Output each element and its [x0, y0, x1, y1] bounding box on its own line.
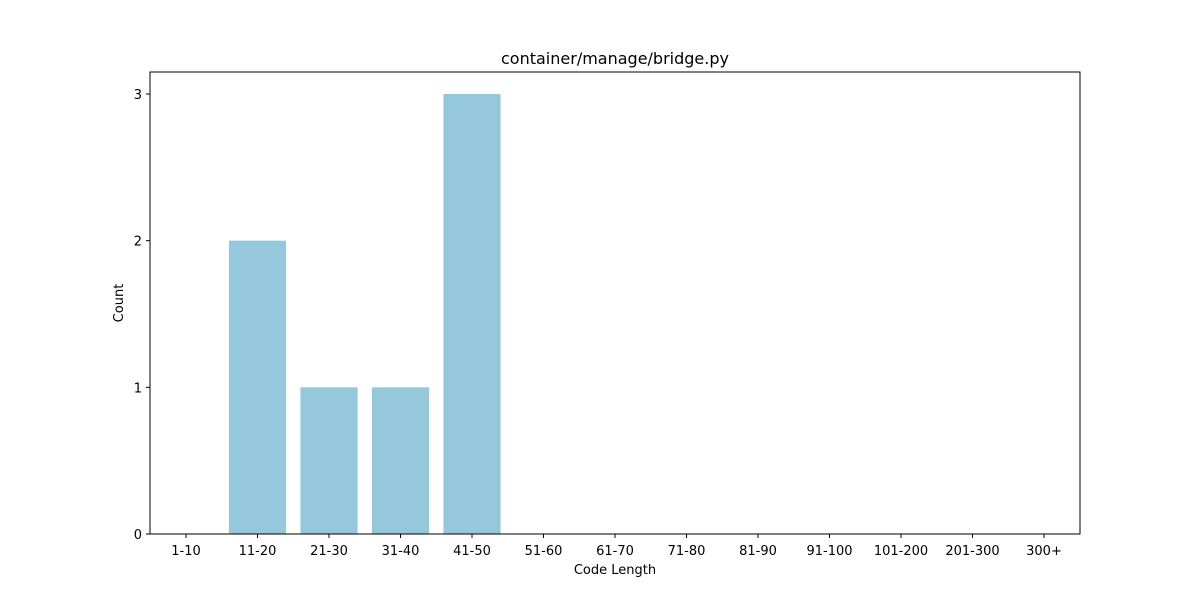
y-tick-label: 2 — [134, 235, 142, 250]
y-tick-label: 0 — [134, 528, 142, 543]
x-tick-label: 91-100 — [806, 544, 852, 559]
plot-frame — [149, 71, 1081, 535]
bar-11-20 — [228, 240, 287, 534]
bar-41-50 — [443, 94, 501, 534]
x-tick-label: 61-70 — [596, 544, 634, 559]
x-tick-label: 81-90 — [739, 544, 777, 559]
y-tick-label: 1 — [134, 381, 142, 396]
x-tick-label: 201-300 — [945, 544, 999, 559]
x-tick-label: 101-200 — [874, 544, 928, 559]
bar-21-30 — [300, 387, 358, 534]
x-tick-label: 1-10 — [171, 544, 201, 559]
bars-layer — [228, 94, 501, 534]
y-axis-label: Count — [112, 284, 127, 323]
y-axis-ticks: 0 1 2 3 — [134, 88, 150, 543]
x-tick-label: 11-20 — [239, 544, 277, 559]
x-tick-label: 21-30 — [310, 544, 348, 559]
bar-31-40 — [371, 387, 430, 534]
x-tick-label: 31-40 — [382, 544, 420, 559]
x-tick-label: 300+ — [1026, 544, 1062, 559]
x-tick-label: 71-80 — [668, 544, 706, 559]
x-tick-label: 41-50 — [453, 544, 491, 559]
chart-title: container/manage/bridge.py — [501, 49, 729, 68]
x-tick-label: 51-60 — [525, 544, 563, 559]
x-axis-ticks: 1-10 11-20 21-30 31-40 41-50 51-60 61-70 71-80 8… — [171, 534, 1062, 559]
y-tick-label: 3 — [134, 88, 142, 103]
x-axis-label: Code Length — [574, 563, 656, 578]
